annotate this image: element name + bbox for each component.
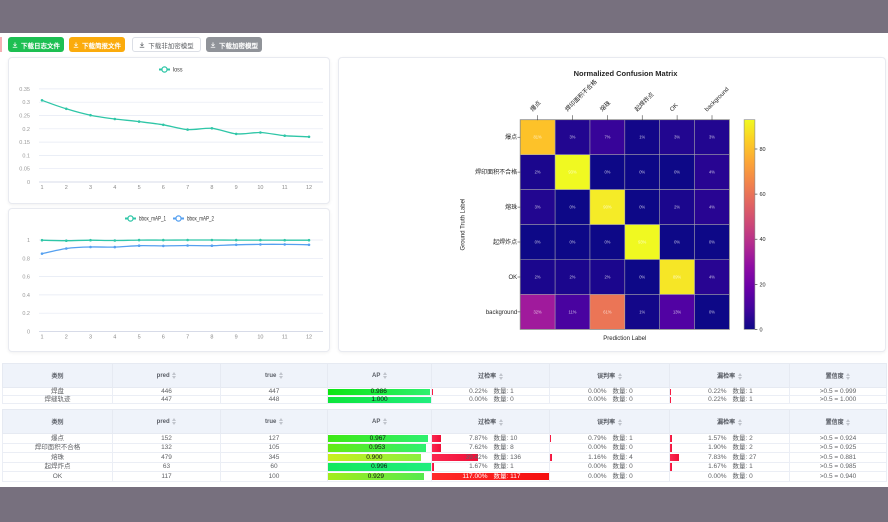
svg-text:9: 9 xyxy=(235,335,238,341)
svg-text:0%: 0% xyxy=(639,170,645,175)
svg-text:熔珠: 熔珠 xyxy=(505,203,517,211)
svg-text:熔珠: 熔珠 xyxy=(598,99,612,113)
svg-text:爆点: 爆点 xyxy=(505,133,517,141)
svg-text:background: background xyxy=(704,87,730,113)
svg-text:20: 20 xyxy=(760,282,766,288)
svg-text:bbox_mAP_2: bbox_mAP_2 xyxy=(187,217,214,223)
svg-text:80: 80 xyxy=(760,147,766,153)
svg-text:81%: 81% xyxy=(533,135,542,140)
svg-text:Ground Truth Label: Ground Truth Label xyxy=(461,199,467,251)
svg-text:61%: 61% xyxy=(603,309,612,314)
svg-text:0%: 0% xyxy=(674,170,680,175)
svg-text:40: 40 xyxy=(760,237,766,243)
svg-text:0.3: 0.3 xyxy=(22,100,30,106)
svg-text:6: 6 xyxy=(162,185,165,191)
svg-text:7%: 7% xyxy=(604,135,610,140)
svg-text:3: 3 xyxy=(89,185,92,191)
svg-text:0.25: 0.25 xyxy=(19,114,30,120)
svg-text:0.35: 0.35 xyxy=(19,87,30,93)
svg-text:12: 12 xyxy=(306,335,312,341)
svg-text:11: 11 xyxy=(282,185,288,191)
svg-text:0.05: 0.05 xyxy=(19,167,30,173)
svg-text:3%: 3% xyxy=(570,135,576,140)
svg-text:0%: 0% xyxy=(709,309,715,314)
svg-text:1%: 1% xyxy=(639,135,645,140)
svg-text:12: 12 xyxy=(306,185,312,191)
svg-text:0.6: 0.6 xyxy=(22,275,30,281)
svg-text:0%: 0% xyxy=(604,240,610,245)
svg-text:2%: 2% xyxy=(674,205,680,210)
svg-text:焊印面积不合格: 焊印面积不合格 xyxy=(475,168,517,176)
svg-text:0.8: 0.8 xyxy=(22,256,30,262)
svg-text:0%: 0% xyxy=(709,240,715,245)
svg-text:0%: 0% xyxy=(570,205,576,210)
svg-text:2%: 2% xyxy=(570,275,576,280)
svg-text:Normalized Confusion Matrix: Normalized Confusion Matrix xyxy=(574,69,679,78)
svg-text:0%: 0% xyxy=(639,205,645,210)
svg-text:起焊炸点: 起焊炸点 xyxy=(633,90,656,113)
svg-text:3%: 3% xyxy=(674,135,680,140)
svg-text:焊印面积不合格: 焊印面积不合格 xyxy=(563,78,598,113)
svg-text:OK: OK xyxy=(509,275,518,281)
svg-text:4%: 4% xyxy=(709,170,715,175)
svg-text:0%: 0% xyxy=(639,275,645,280)
svg-text:OK: OK xyxy=(669,103,679,113)
svg-text:4: 4 xyxy=(113,335,116,341)
svg-text:2: 2 xyxy=(65,185,68,191)
svg-text:32%: 32% xyxy=(533,309,542,314)
svg-text:93%: 93% xyxy=(568,170,577,175)
svg-text:起焊炸点: 起焊炸点 xyxy=(493,238,517,246)
svg-text:1%: 1% xyxy=(639,309,645,314)
svg-text:8: 8 xyxy=(210,335,213,341)
svg-text:0%: 0% xyxy=(535,240,541,245)
svg-text:90%: 90% xyxy=(603,205,612,210)
svg-text:9: 9 xyxy=(235,185,238,191)
svg-text:2%: 2% xyxy=(535,170,541,175)
svg-text:3%: 3% xyxy=(709,135,715,140)
svg-text:2%: 2% xyxy=(604,275,610,280)
svg-text:0.4: 0.4 xyxy=(22,293,30,299)
svg-text:0%: 0% xyxy=(674,240,680,245)
svg-text:11%: 11% xyxy=(569,309,577,314)
svg-text:4%: 4% xyxy=(709,275,715,280)
svg-text:1: 1 xyxy=(27,238,30,244)
svg-text:0.15: 0.15 xyxy=(19,140,30,146)
svg-text:0%: 0% xyxy=(604,170,610,175)
svg-text:0.1: 0.1 xyxy=(22,153,30,159)
svg-text:3%: 3% xyxy=(535,205,541,210)
svg-text:0: 0 xyxy=(760,327,763,333)
svg-text:background: background xyxy=(486,310,517,316)
svg-text:93%: 93% xyxy=(638,240,647,245)
svg-text:2: 2 xyxy=(65,335,68,341)
svg-text:loss: loss xyxy=(173,68,183,74)
svg-text:8: 8 xyxy=(210,185,213,191)
svg-text:7: 7 xyxy=(186,335,189,341)
svg-text:7: 7 xyxy=(186,185,189,191)
svg-text:Prediction Label: Prediction Label xyxy=(603,336,646,342)
svg-text:4%: 4% xyxy=(709,205,715,210)
svg-text:0%: 0% xyxy=(570,240,576,245)
svg-text:89%: 89% xyxy=(673,275,682,280)
svg-text:0.2: 0.2 xyxy=(22,311,30,317)
svg-text:10: 10 xyxy=(257,185,263,191)
svg-text:3: 3 xyxy=(89,335,92,341)
svg-text:60: 60 xyxy=(760,192,766,198)
svg-text:bbox_mAP_1: bbox_mAP_1 xyxy=(139,217,166,223)
svg-text:0: 0 xyxy=(27,330,30,336)
svg-text:0.2: 0.2 xyxy=(22,127,30,133)
svg-text:1: 1 xyxy=(40,335,43,341)
svg-text:0: 0 xyxy=(27,180,30,186)
svg-text:6: 6 xyxy=(162,335,165,341)
svg-text:2%: 2% xyxy=(535,275,541,280)
svg-text:4: 4 xyxy=(113,185,116,191)
svg-text:10: 10 xyxy=(257,335,263,341)
svg-text:5: 5 xyxy=(138,335,141,341)
svg-text:5: 5 xyxy=(138,185,141,191)
svg-text:爆点: 爆点 xyxy=(528,99,542,113)
svg-text:13%: 13% xyxy=(673,309,682,314)
svg-text:11: 11 xyxy=(282,335,288,341)
svg-text:1: 1 xyxy=(40,185,43,191)
